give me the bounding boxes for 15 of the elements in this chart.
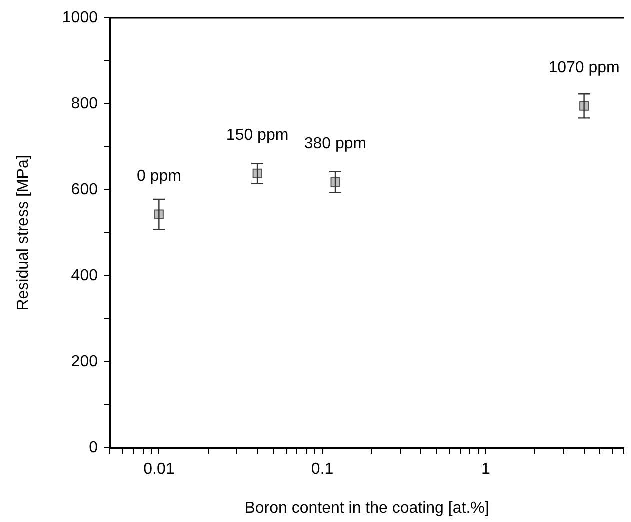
y-tick-label: 200	[71, 353, 98, 370]
annotation: 1070 ppm	[548, 60, 620, 77]
annotation: 380 ppm	[304, 136, 367, 153]
y-tick-label: 600	[71, 181, 98, 198]
annotation: 150 ppm	[226, 127, 289, 144]
x-tick-label: 0.01	[144, 461, 175, 478]
y-tick-label: 800	[71, 95, 98, 112]
annotation: 0 ppm	[136, 168, 182, 185]
y-axis-title: Residual stress [MPa]	[15, 155, 32, 311]
x-tick-label: 1	[481, 461, 490, 478]
y-tick-label: 0	[89, 439, 98, 456]
x-tick-label: 0.1	[311, 461, 334, 478]
y-tick-label: 1000	[62, 9, 98, 26]
x-axis-title: Boron content in the coating [at.%]	[244, 500, 490, 517]
y-tick-label: 400	[71, 267, 98, 284]
